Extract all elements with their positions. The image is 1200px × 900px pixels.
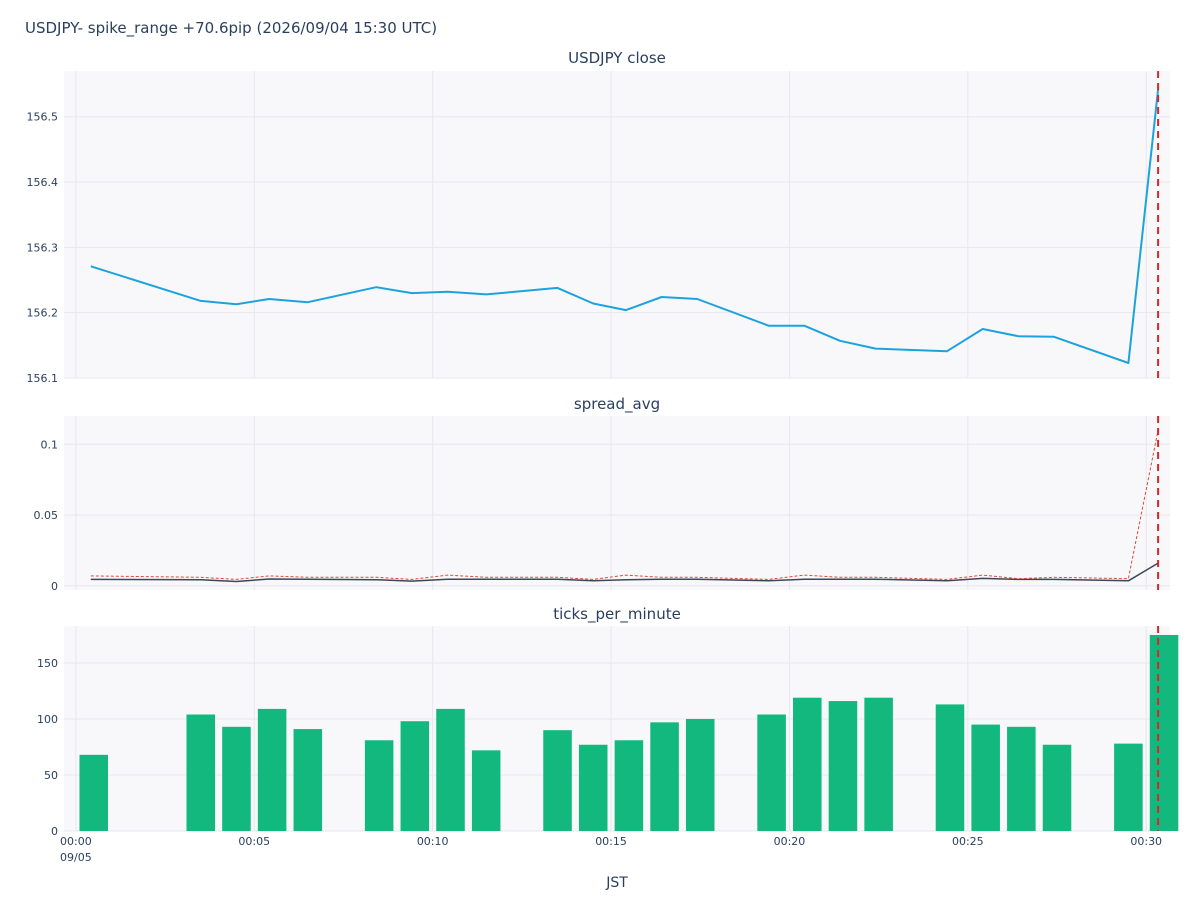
y-tick-label: 0.05: [34, 509, 59, 522]
y-tick-label: 156.2: [27, 307, 59, 320]
subplot-title: ticks_per_minute: [553, 605, 681, 624]
x-tick-label: 00:15: [595, 835, 627, 848]
bar: [543, 730, 572, 831]
bar: [971, 724, 1000, 831]
x-axis-title: JST: [605, 875, 628, 891]
x-tick-label: 00:05: [238, 835, 270, 848]
bar: [650, 722, 679, 831]
bar: [1007, 726, 1036, 831]
series-line: [90, 89, 1160, 364]
y-tick-label: 156.3: [27, 241, 59, 254]
y-tick-label: 156.4: [27, 176, 59, 189]
bar: [757, 714, 786, 831]
y-tick-label: 0: [51, 580, 58, 593]
bar: [864, 697, 893, 831]
x-tick-label: 00:20: [774, 835, 806, 848]
bar: [257, 708, 287, 831]
bar: [1114, 743, 1143, 831]
y-tick-label: 150: [37, 657, 58, 670]
y-tick-label: 156.1: [27, 372, 59, 385]
series-line-dotted: [90, 430, 1159, 580]
bar: [471, 750, 501, 831]
plot-background: [64, 416, 1170, 590]
bar: [186, 714, 216, 831]
x-tick-label: 00:10: [417, 835, 449, 848]
x-tick-label: 00:00: [60, 835, 92, 848]
bar: [293, 729, 323, 831]
bar: [79, 754, 109, 831]
subplot-1: 156.1 156.2 156.3 156.4 156.5 USDJPY close: [27, 49, 1170, 385]
chart-title: USDJPY- spike_range +70.6pip (2026/09/04…: [25, 19, 438, 37]
bar: [578, 744, 608, 831]
y-tick-label: 50: [44, 769, 58, 782]
bar: [364, 740, 394, 831]
bar: [222, 726, 251, 831]
x-tick-label: 00:25: [952, 835, 984, 848]
x-tick-label: 00:30: [1130, 835, 1162, 848]
y-tick-label: 0: [51, 825, 58, 838]
bar: [935, 704, 965, 831]
bar: [685, 718, 715, 831]
y-tick-label: 0.1: [41, 438, 59, 451]
bar: [1042, 744, 1072, 831]
subplot-3: 0 50 100 150 ticks_per_minute: [37, 605, 1179, 838]
bar: [828, 701, 858, 831]
bar: [436, 708, 465, 831]
subplot-title: spread_avg: [574, 395, 660, 414]
y-tick-label: 156.5: [27, 111, 59, 124]
bar: [1149, 634, 1179, 831]
subplot-2: 0 0.05 0.1 spread_avg: [34, 395, 1170, 593]
plot-background: [64, 71, 1170, 378]
y-tick-label: 100: [37, 713, 58, 726]
subplot-title: USDJPY close: [568, 49, 666, 67]
bar: [400, 721, 430, 831]
bar: [793, 697, 822, 831]
bar: [614, 740, 644, 831]
x-date-label: 09/05: [60, 851, 92, 864]
series-line: [90, 562, 1159, 583]
